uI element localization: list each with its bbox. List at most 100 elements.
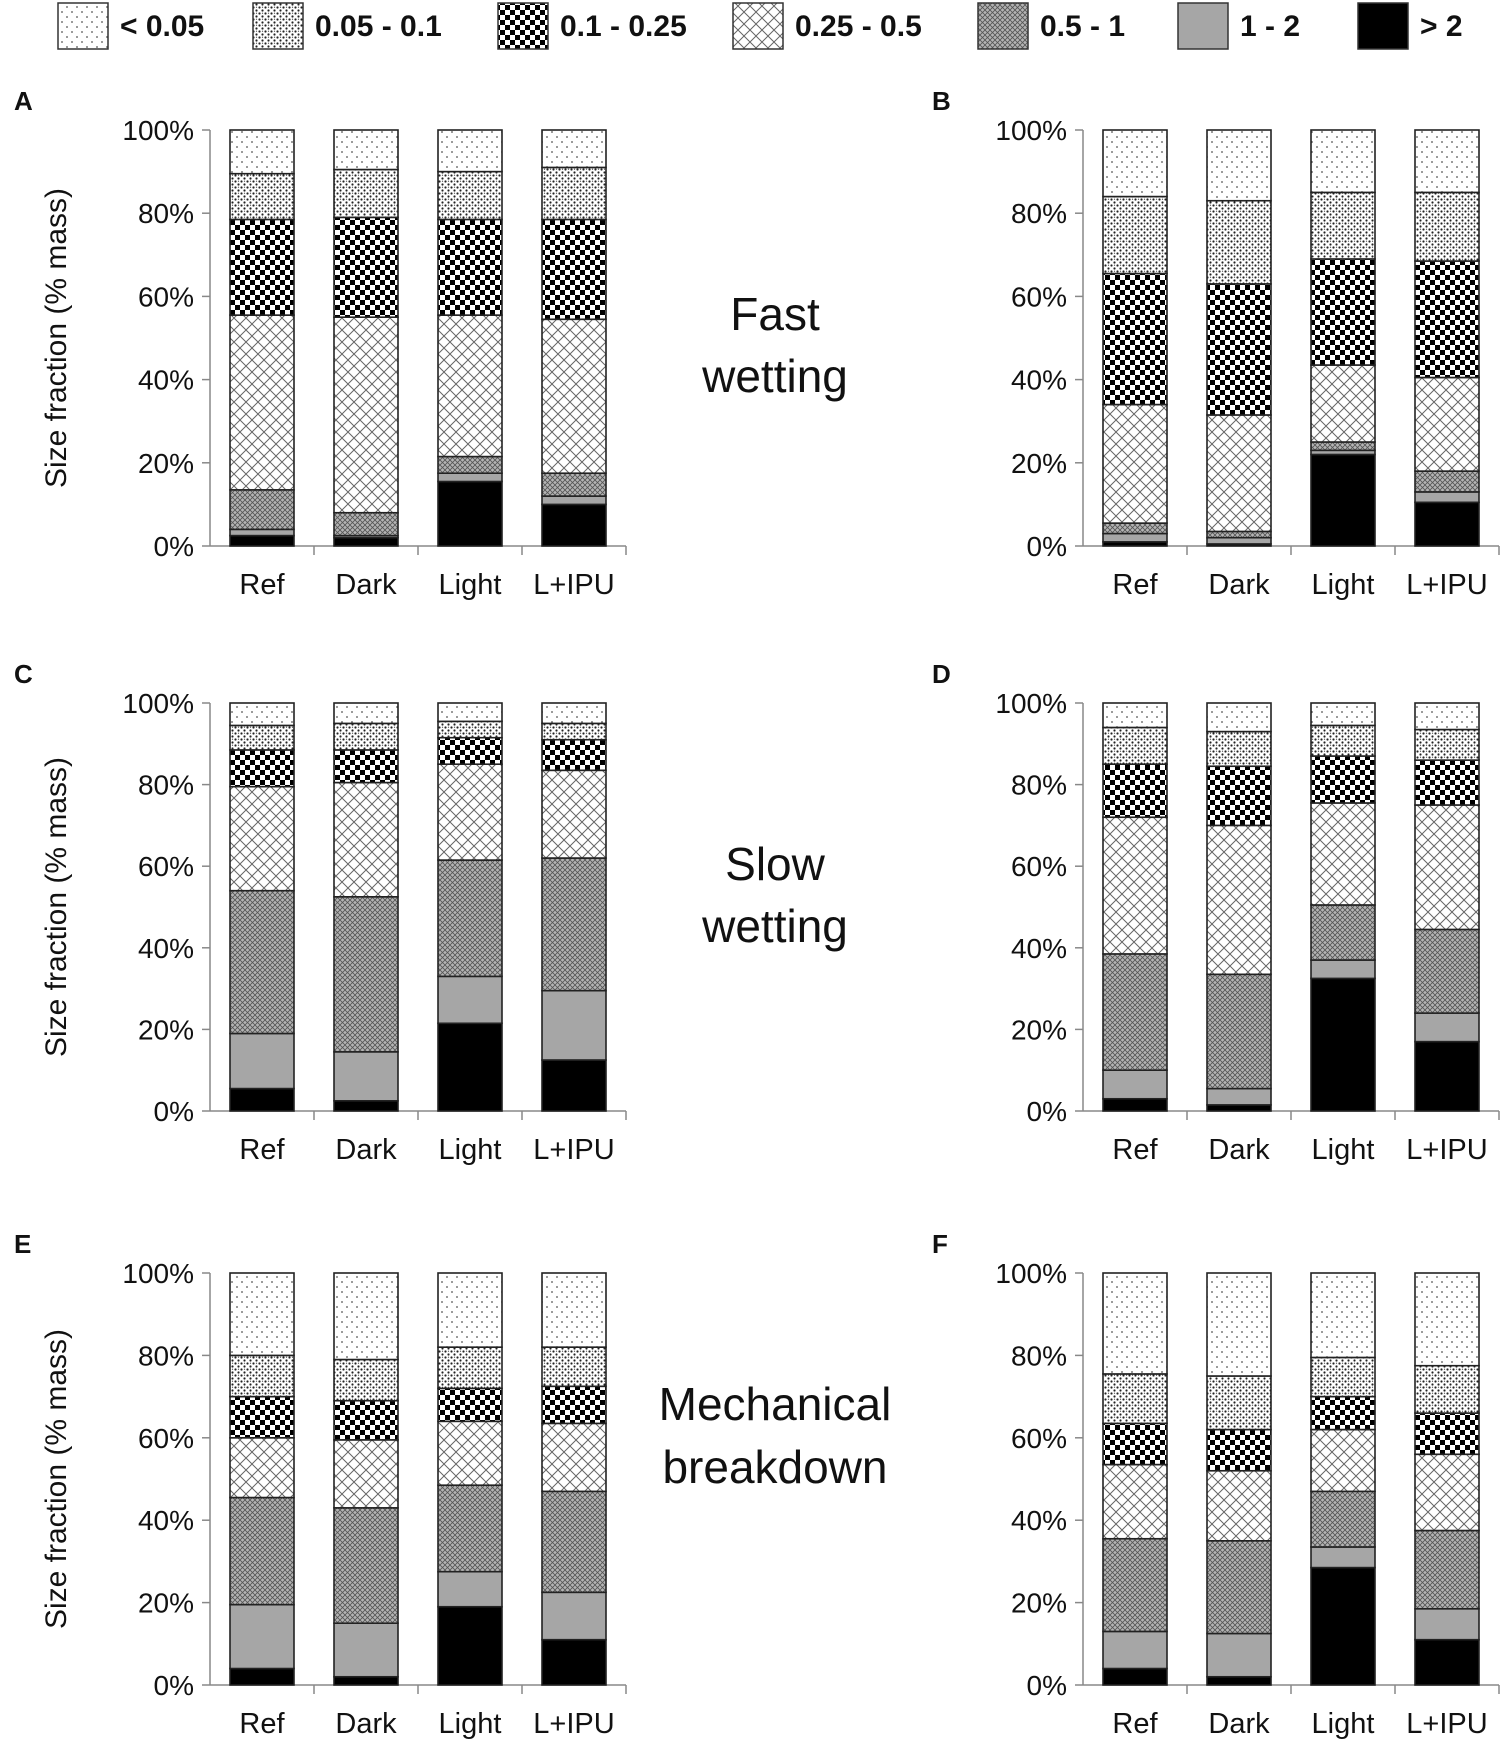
bar-segment-0-05 bbox=[541, 1272, 607, 1348]
bar-segment-0-1-0-25 bbox=[437, 1387, 503, 1423]
bar-segment-0-05-0-1 bbox=[1310, 1356, 1376, 1398]
bar-segment-0-5-1 bbox=[437, 455, 503, 474]
bar-segment-2 bbox=[333, 1675, 399, 1686]
bar-segment-0-5-1 bbox=[1102, 522, 1168, 535]
x-tick-label: Dark bbox=[1208, 1708, 1270, 1740]
bar-segment-0-05 bbox=[437, 702, 503, 723]
x-tick-label: Light bbox=[439, 1134, 502, 1166]
bar-segment-0-1-0-25 bbox=[229, 218, 295, 316]
y-tick-label: 40% bbox=[1011, 365, 1067, 396]
bar-segment-0-05 bbox=[1310, 129, 1376, 194]
bar-segment-0-1-0-25 bbox=[1206, 765, 1272, 827]
bar-segment-0-05 bbox=[333, 702, 399, 725]
bar-segment-0-1-0-25 bbox=[1206, 283, 1272, 416]
bar-segment-2 bbox=[1102, 1097, 1168, 1112]
y-tick-label: 40% bbox=[138, 1505, 194, 1536]
x-tick-label: Dark bbox=[335, 569, 397, 601]
chart-panel-c: C 0% 20% 40% 60% 80% 100% Size fraction (% mass… bbox=[14, 659, 627, 1166]
bar-segment-0-1-0-25 bbox=[541, 738, 607, 772]
y-tick-label: 100% bbox=[122, 688, 194, 719]
y-tick-label: 100% bbox=[995, 688, 1067, 719]
bar-segment-0-05-0-1 bbox=[333, 722, 399, 751]
legend-swatch-f01_025 bbox=[497, 2, 549, 50]
x-tick-label: L+IPU bbox=[533, 1708, 614, 1740]
bar-segment-0-05 bbox=[541, 129, 607, 169]
legend-swatch-f005_01 bbox=[252, 2, 304, 50]
bar-segment-0-05 bbox=[1206, 1272, 1272, 1377]
bar-segment-0-1-0-25 bbox=[437, 736, 503, 765]
bar-segment-0-05 bbox=[437, 129, 503, 173]
bar-segment-0-25-0-5 bbox=[1310, 802, 1376, 906]
bar-segment-0-05-0-1 bbox=[541, 722, 607, 741]
x-tick-label: Light bbox=[1312, 1134, 1375, 1166]
bar-segment-0-05 bbox=[229, 702, 295, 727]
x-tick-label: Ref bbox=[1112, 1134, 1158, 1166]
bar-segment-0-5-1 bbox=[1206, 530, 1272, 539]
bar-segment-0-25-0-5 bbox=[1206, 824, 1272, 976]
bar-segment-1-2 bbox=[229, 1603, 295, 1670]
y-tick-label: 0% bbox=[1027, 531, 1067, 562]
bar-segment-1-2 bbox=[1102, 532, 1168, 543]
bar-segment-0-25-0-5 bbox=[229, 314, 295, 491]
bar-segment-0-5-1 bbox=[1414, 1529, 1480, 1610]
y-tick-label: 60% bbox=[138, 851, 194, 882]
bar-segment-0-1-0-25 bbox=[1414, 260, 1480, 379]
bar-segment-1-2 bbox=[541, 1591, 607, 1641]
bar-segment-0-25-0-5 bbox=[333, 1439, 399, 1509]
bar-segment-0-25-0-5 bbox=[1102, 403, 1168, 524]
bar-segment-0-05-0-1 bbox=[437, 170, 503, 221]
x-tick-label: Light bbox=[1312, 569, 1375, 601]
bar-segment-0-25-0-5 bbox=[1102, 816, 1168, 955]
y-tick-label: 40% bbox=[138, 365, 194, 396]
bar-segment-0-05-0-1 bbox=[541, 1346, 607, 1388]
bar-segment-2 bbox=[437, 1605, 503, 1686]
x-tick-label: L+IPU bbox=[533, 569, 614, 601]
bar-segment-0-05 bbox=[333, 1272, 399, 1361]
y-tick-label: 0% bbox=[1027, 1096, 1067, 1127]
bar-l-ipu bbox=[1414, 1272, 1480, 1686]
bar-segment-0-25-0-5 bbox=[229, 785, 295, 892]
bar-segment-0-5-1 bbox=[1206, 1540, 1272, 1635]
legend-label: > 2 bbox=[1420, 10, 1463, 43]
bar-segment-0-5-1 bbox=[541, 1490, 607, 1594]
chart-panel-d: D 0% 20% 40% 60% 80% 100% Ref Dark Light L+IPU bbox=[932, 659, 1500, 1166]
bar-segment-0-5-1 bbox=[1414, 470, 1480, 493]
panel-label: F bbox=[932, 1229, 948, 1259]
panel-label: B bbox=[932, 86, 951, 116]
y-tick-label: 60% bbox=[138, 1423, 194, 1454]
bar-light bbox=[437, 1272, 503, 1686]
bar-segment-0-05 bbox=[1414, 129, 1480, 194]
bar-segment-0-05 bbox=[1206, 129, 1272, 202]
bar-segment-0-1-0-25 bbox=[333, 216, 399, 318]
chart-panel-f: F 0% 20% 40% 60% 80% 100% Ref Dark Light L+IPU bbox=[932, 1229, 1500, 1740]
bar-segment-1-2 bbox=[437, 1570, 503, 1608]
bar-segment-0-25-0-5 bbox=[333, 781, 399, 898]
x-tick-label: Ref bbox=[239, 1134, 285, 1166]
x-tick-label: L+IPU bbox=[1406, 1134, 1487, 1166]
legend-label: 0.1 - 0.25 bbox=[560, 10, 687, 43]
bar-segment-0-05-0-1 bbox=[333, 1358, 399, 1402]
bar-dark bbox=[1206, 129, 1272, 547]
panel-label: C bbox=[14, 659, 33, 689]
bar-segment-0-1-0-25 bbox=[1310, 755, 1376, 804]
x-tick-label: Ref bbox=[1112, 1708, 1158, 1740]
bar-segment-1-2 bbox=[333, 1051, 399, 1102]
bar-dark bbox=[1206, 702, 1272, 1112]
bar-segment-0-25-0-5 bbox=[437, 314, 503, 458]
y-tick-label: 20% bbox=[138, 1014, 194, 1045]
bar-segment-0-05 bbox=[229, 1272, 295, 1357]
x-tick-label: Ref bbox=[1112, 569, 1158, 601]
y-axis-title: Size fraction (% mass) bbox=[40, 757, 73, 1057]
bar-segment-2 bbox=[1310, 453, 1376, 547]
bar-segment-0-5-1 bbox=[1310, 1490, 1376, 1548]
bar-segment-0-05-0-1 bbox=[1206, 1375, 1272, 1431]
bar-segment-0-05 bbox=[333, 129, 399, 171]
bar-segment-0-1-0-25 bbox=[1206, 1428, 1272, 1472]
bar-segment-1-2 bbox=[1206, 1632, 1272, 1678]
bar-segment-0-25-0-5 bbox=[1206, 1469, 1272, 1542]
bar-segment-2 bbox=[1102, 1667, 1168, 1686]
bar-segment-2 bbox=[333, 1100, 399, 1112]
bar-segment-0-25-0-5 bbox=[1206, 414, 1272, 533]
bar-segment-0-1-0-25 bbox=[229, 1395, 295, 1439]
bar-segment-1-2 bbox=[229, 528, 295, 537]
